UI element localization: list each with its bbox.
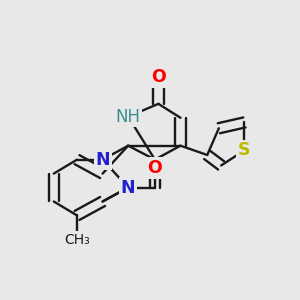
Text: O: O xyxy=(148,159,162,177)
Text: N: N xyxy=(95,151,110,169)
Text: NH: NH xyxy=(116,108,141,126)
Text: CH₃: CH₃ xyxy=(64,233,90,247)
Text: O: O xyxy=(151,68,166,86)
Text: S: S xyxy=(238,141,251,159)
Text: N: N xyxy=(121,178,136,196)
